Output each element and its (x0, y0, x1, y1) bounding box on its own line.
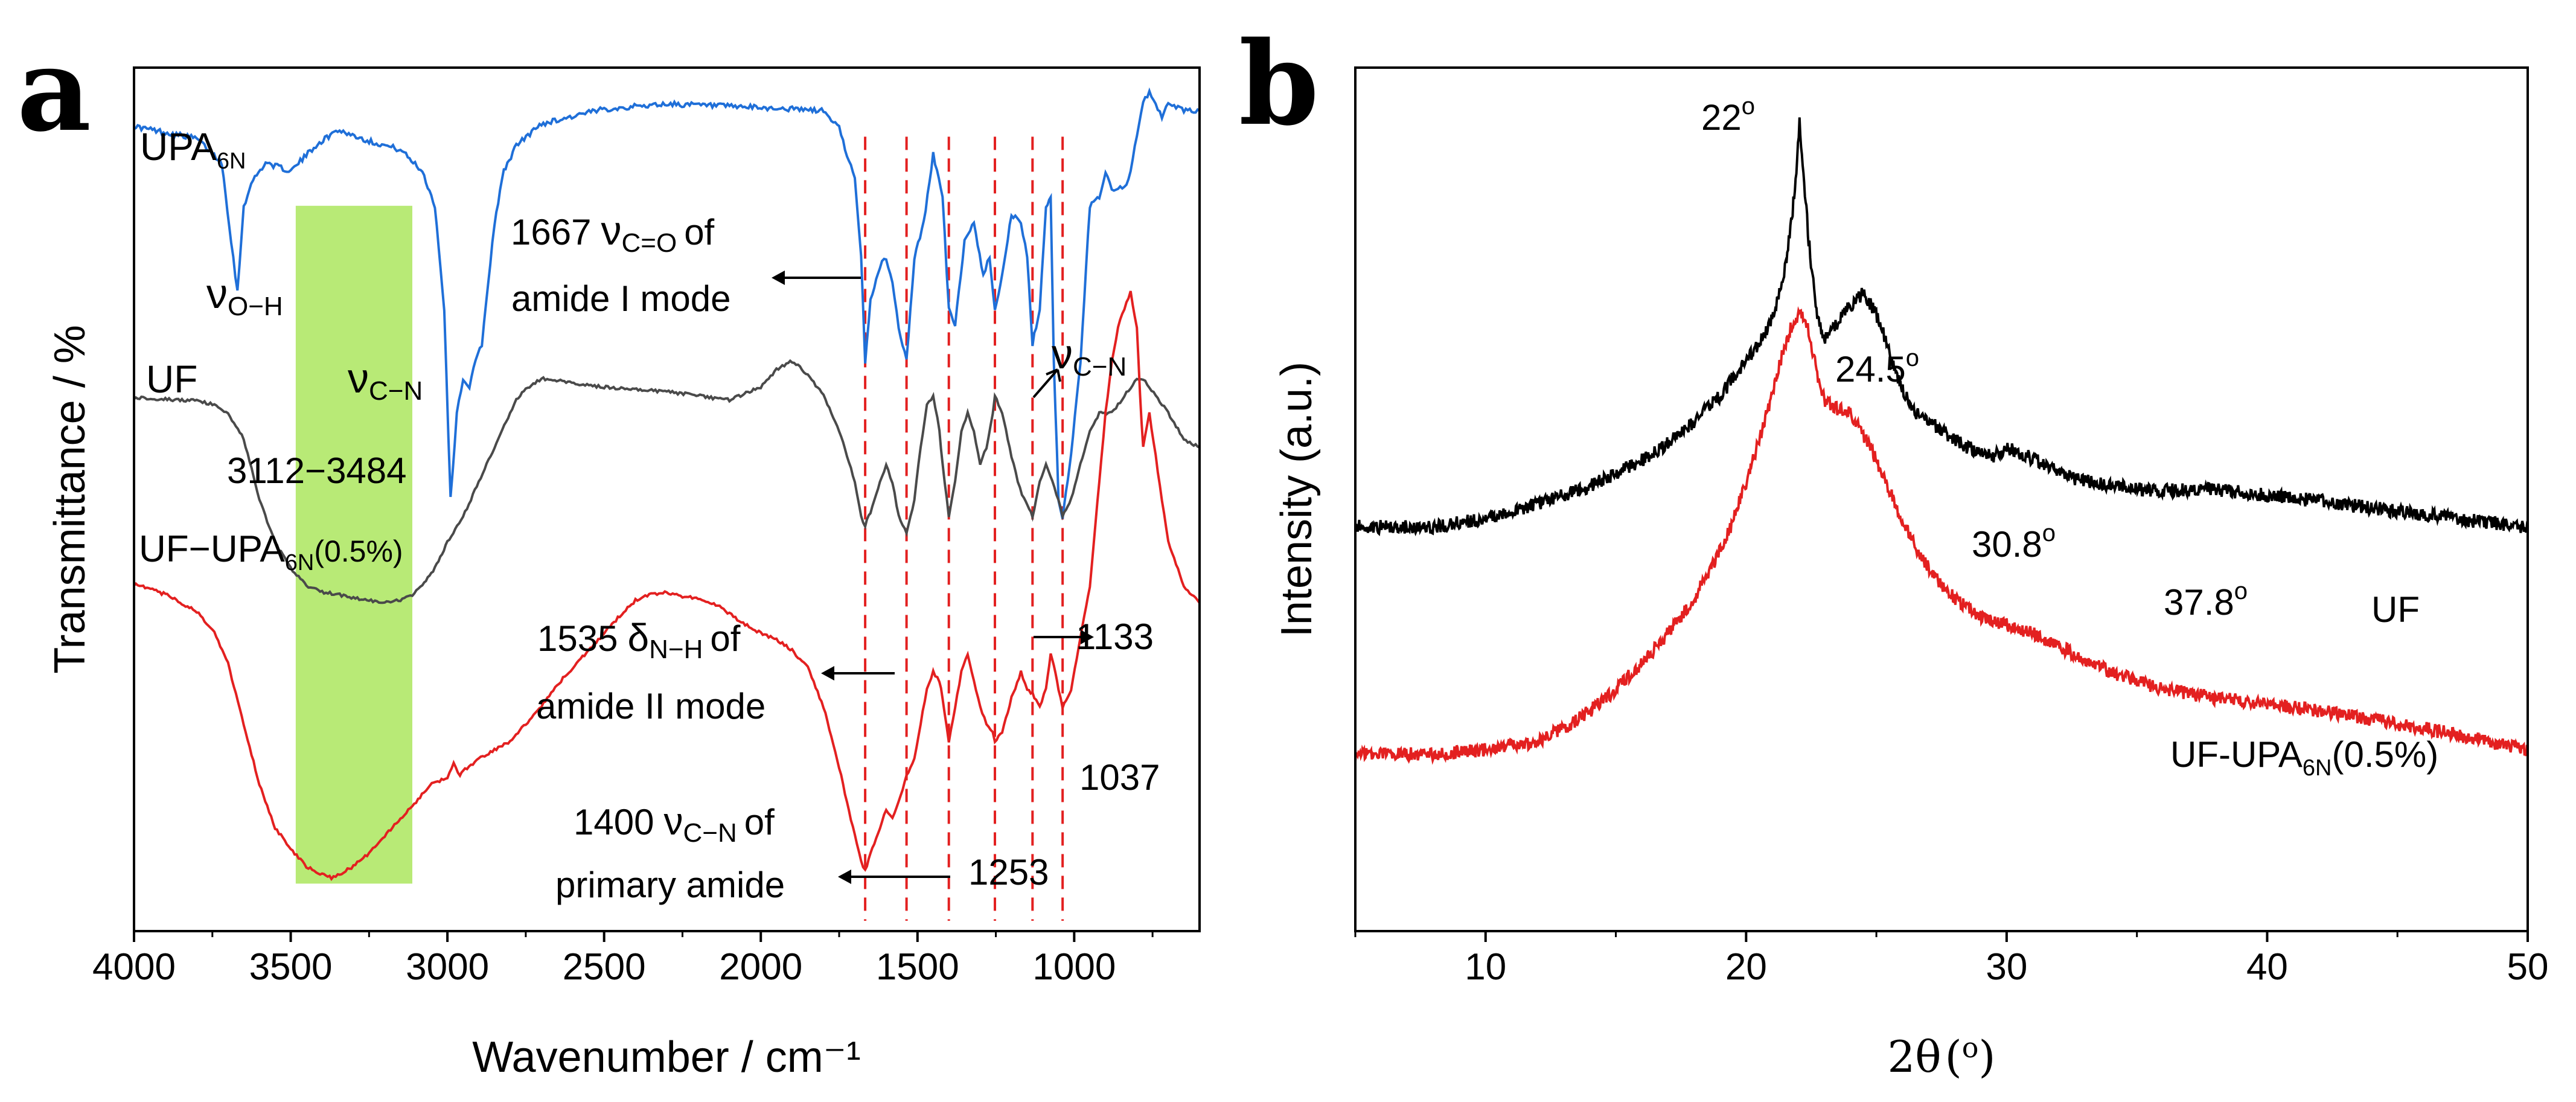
peak-label-22: 22o (1701, 93, 1755, 138)
peak-label-37-8: 37.8o (2164, 578, 2248, 623)
highlight-band-3112-3484 (295, 205, 412, 884)
x-tick-label-1500: 1500 (876, 946, 959, 988)
x-tick-label-b-40: 40 (2246, 946, 2288, 988)
panel-label-b: b (1239, 16, 1319, 151)
annotation-1667-line2: amide I mode (511, 278, 731, 319)
legend-label-uf-xrd: UF (2371, 589, 2420, 630)
legend-label-upa6n: UPA6N (140, 125, 246, 174)
annotation-1253: 1253 (968, 852, 1049, 892)
x-tick-label-b-10: 10 (1465, 946, 1506, 988)
peak-label-24-5: 24.5o (1835, 345, 1919, 389)
panel-label-a: a (17, 22, 91, 157)
reference-lines (864, 136, 1064, 921)
arrow-head-1667 (772, 271, 785, 285)
arrow-head-1133 (1081, 630, 1094, 644)
x-tick-label-1000: 1000 (1032, 946, 1116, 988)
series-line-uf (133, 359, 1200, 604)
arrow-shaft-v-cn (1032, 368, 1059, 399)
series-line-uf-xrd (1354, 117, 2529, 537)
annotation-v-oh: νO−H (206, 270, 283, 321)
series-line-uf-upa6n-xrd (1354, 306, 2529, 765)
annotation-1535-line2: amide II mode (536, 686, 765, 726)
x-axis-ticks-a: 4000 3500 3000 2500 2000 1500 1000 (92, 931, 1154, 988)
x-tick-label-3500: 3500 (249, 946, 333, 988)
legend-label-uf: UF (146, 357, 197, 401)
x-axis-title-b: 2θ(o) (1887, 1031, 1995, 1082)
x-tick-label-2500: 2500 (563, 946, 646, 988)
annotation-v-cn-1037: νC−N (1052, 330, 1127, 382)
series-line-uf-upa6n (133, 290, 1201, 882)
annotation-range-3112-3484: 3112−3484 (227, 450, 407, 491)
panel-b-xrd: b UF UF-UPA6N(0.5%) 22o 24.5o 30.8o 37.8… (1239, 16, 2548, 1082)
peak-label-30-8: 30.8o (1972, 520, 2056, 565)
arrow-head-1535 (821, 666, 834, 681)
annotation-v-cn-3000: νC−N (348, 354, 423, 406)
x-tick-label-2000: 2000 (719, 946, 802, 988)
plot-frame-a (133, 66, 1201, 932)
x-tick-label-b-20: 20 (1725, 946, 1767, 988)
y-axis-title-a: Transmittance / % (46, 325, 94, 674)
arrow-head-v-cn-a (1056, 369, 1061, 382)
legend-label-uf-upa6n: UF−UPA6N(0.5%) (139, 528, 403, 575)
arrow-head-1400 (838, 870, 851, 884)
annotation-1535-line1: 1535 δN−H of (537, 616, 741, 664)
x-axis-ticks-b: 10 20 30 40 50 (1354, 931, 2549, 988)
series-line-upa6n (133, 87, 1201, 519)
plot-frame-b (1354, 66, 2529, 932)
x-axis-title-a: Wavenumber / cm⁻¹ (472, 1033, 860, 1081)
y-axis-title-b: Intensity (a.u.) (1273, 362, 1321, 637)
annotation-1400-line1: 1400 νC−N of (574, 799, 775, 848)
legend-label-uf-upa6n-xrd: UF-UPA6N(0.5%) (2170, 734, 2438, 781)
panel-a-ftir: a UPA6N UF UF−UPA6N(0.5%) νO−H νC−N νC−N… (17, 22, 1201, 1081)
annotation-1667-line1: 1667 νC=O of (511, 208, 715, 258)
x-tick-label-b-50: 50 (2507, 946, 2549, 988)
annotation-1400-line2: primary amide (555, 865, 785, 905)
x-tick-label-4000: 4000 (92, 946, 176, 988)
annotation-1037: 1037 (1079, 757, 1160, 798)
x-tick-label-3000: 3000 (406, 946, 489, 988)
arrow-head-v-cn-b (1046, 368, 1058, 376)
x-tick-label-b-30: 30 (1986, 946, 2027, 988)
